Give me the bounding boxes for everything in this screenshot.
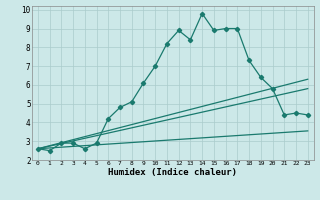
X-axis label: Humidex (Indice chaleur): Humidex (Indice chaleur): [108, 168, 237, 177]
